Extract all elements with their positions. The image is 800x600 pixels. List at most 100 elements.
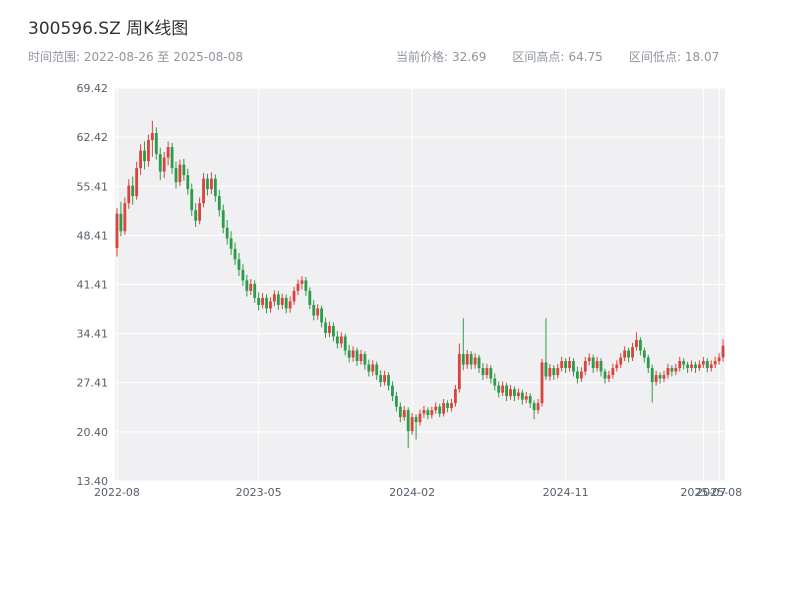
candle-body — [198, 203, 202, 221]
candle-body — [540, 362, 544, 404]
candle-body — [426, 410, 430, 416]
candle-body — [583, 361, 587, 372]
candle-body — [414, 417, 418, 423]
candle-body — [308, 290, 312, 305]
candle-body — [698, 364, 701, 369]
candle-body — [276, 294, 280, 305]
candle-body — [434, 406, 438, 411]
candle-body — [469, 354, 473, 365]
candle-body — [682, 361, 686, 365]
candle-body — [611, 368, 615, 376]
candle-body — [473, 357, 477, 365]
x-tick-label: 2024-11 — [543, 486, 589, 499]
candle-body — [497, 385, 501, 393]
subtitle-row: 时间范围: 2022-08-26 至 2025-08-08 当前价格: 32.69… — [0, 48, 800, 66]
candle-body — [284, 297, 288, 309]
candle-body — [343, 336, 347, 351]
candle-body — [383, 375, 386, 383]
candle-body — [430, 410, 434, 416]
candle-body — [269, 301, 272, 309]
stat-range-low-value: 18.07 — [684, 50, 720, 64]
candle-body — [375, 364, 379, 376]
candle-body — [513, 389, 516, 397]
candle-body — [536, 403, 540, 411]
candle-body — [599, 361, 603, 372]
candle-body — [332, 325, 335, 337]
candle-body — [603, 371, 607, 379]
candle-body — [139, 150, 142, 169]
candle-body — [174, 168, 178, 183]
stat-current-price-value: 32.69 — [452, 50, 487, 64]
candle-body — [501, 385, 505, 393]
candle-body — [320, 308, 324, 323]
candle-body — [394, 396, 398, 407]
date-range-label: 时间范围: 2022-08-26 至 2025-08-08 — [28, 50, 243, 64]
candle-body — [158, 154, 162, 172]
candle-body — [658, 375, 662, 379]
candle-body — [265, 297, 268, 309]
candle-body — [678, 361, 682, 369]
candle-body — [607, 375, 611, 379]
candle-body — [210, 178, 213, 190]
candle-body — [398, 406, 402, 418]
candle-body — [406, 410, 410, 432]
candle-body — [127, 185, 131, 204]
candle-body — [272, 294, 276, 302]
candle-body — [194, 210, 198, 221]
candle-body — [631, 347, 634, 358]
candle-body — [454, 389, 457, 404]
candle-body — [391, 385, 394, 397]
candle-body — [402, 410, 406, 418]
x-tick-label: 2023-05 — [236, 486, 282, 499]
candle-body — [568, 361, 571, 369]
x-tick-label: 2025-08 — [696, 486, 742, 499]
candle-body — [509, 389, 512, 397]
candle-body — [465, 354, 469, 365]
candle-body — [115, 213, 119, 249]
candle-body — [717, 357, 721, 362]
candle-body — [363, 354, 367, 365]
stats-row: 当前价格: 32.69 区间高点: 64.75 区间低点: 18.07 — [396, 48, 719, 65]
y-tick-label: 69.42 — [77, 82, 109, 95]
y-tick-label: 41.41 — [77, 279, 109, 292]
x-tick-label: 2022-08 — [94, 486, 140, 499]
candle-body — [615, 364, 619, 369]
candle-body — [418, 413, 422, 423]
candle-body — [300, 280, 304, 284]
candle-body — [170, 147, 174, 169]
candle-body — [166, 147, 170, 158]
candle-body — [576, 371, 579, 379]
stat-current-price: 当前价格: 32.69 — [396, 48, 486, 65]
candle-body — [560, 361, 564, 369]
candle-body — [162, 157, 166, 172]
candle-body — [619, 357, 623, 365]
candle-body — [221, 210, 225, 228]
candle-body — [379, 375, 383, 383]
candle-body — [347, 350, 351, 358]
candle-body — [528, 396, 532, 404]
y-tick-label: 62.42 — [77, 131, 109, 144]
candle-body — [371, 364, 375, 372]
candle-body — [225, 227, 229, 239]
candle-body — [233, 248, 237, 260]
candle-body — [564, 361, 568, 369]
candle-body — [351, 350, 355, 358]
candle-body — [410, 417, 414, 432]
candle-body — [481, 368, 485, 376]
y-tick-label: 55.41 — [77, 180, 109, 193]
candle-body — [579, 371, 583, 379]
candle-body — [292, 290, 296, 302]
candle-body — [450, 403, 453, 409]
candle-body — [147, 140, 150, 162]
candle-body — [674, 368, 678, 372]
candle-body — [150, 133, 154, 141]
candle-body — [623, 350, 627, 358]
candle-body — [288, 301, 292, 309]
candle-body — [524, 396, 528, 400]
candle-body — [627, 350, 630, 358]
candle-body — [119, 213, 123, 232]
candle-body — [316, 308, 320, 316]
candle-body — [556, 368, 560, 376]
